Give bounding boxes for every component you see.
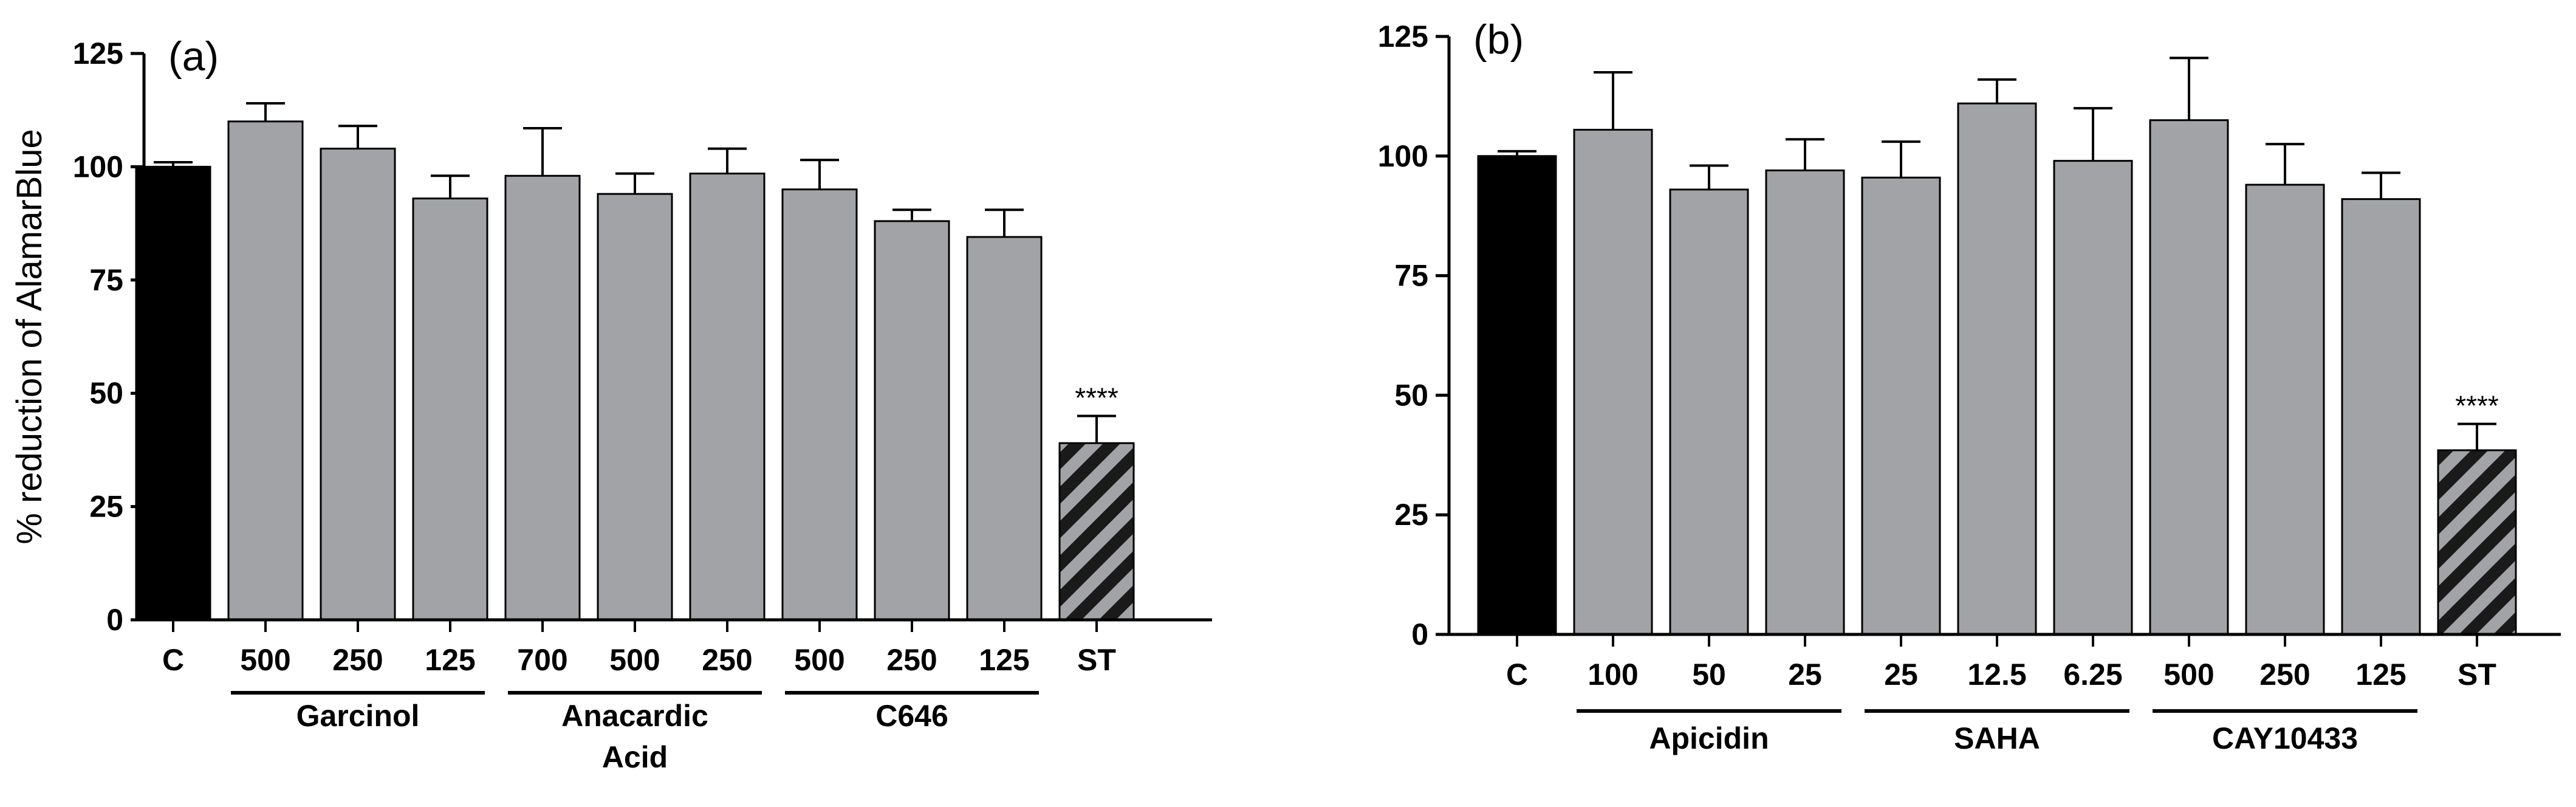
chart-panel-a: (a) % reduction of AlamarBlue 0 25 50 75 100 12… bbox=[10, 33, 1212, 774]
y-tick-label: 50 bbox=[1394, 378, 1428, 412]
group-label: Apicidin bbox=[1649, 721, 1769, 755]
bar bbox=[2245, 184, 2325, 636]
x-tick-label: 250 bbox=[2259, 658, 2310, 692]
x-tick-label: 250 bbox=[886, 643, 937, 677]
bar bbox=[689, 173, 766, 621]
bar bbox=[412, 197, 488, 621]
group-label: Acid bbox=[602, 740, 668, 774]
group-label: Anacardic bbox=[561, 699, 708, 733]
x-tick-label: 25 bbox=[1788, 658, 1822, 692]
x-tick-label: 500 bbox=[2163, 658, 2214, 692]
bar bbox=[597, 193, 673, 621]
y-tick-label: 100 bbox=[73, 149, 123, 184]
bar bbox=[966, 236, 1043, 621]
significance-marker: **** bbox=[2455, 390, 2499, 422]
group-label: SAHA bbox=[1954, 721, 2040, 755]
x-tick-label: ST bbox=[2458, 658, 2496, 692]
y-tick-label: 75 bbox=[89, 263, 123, 297]
bar bbox=[320, 148, 396, 621]
y-tick-label: 100 bbox=[1378, 139, 1428, 173]
y-tick-label: 0 bbox=[106, 603, 123, 637]
x-tick-label: 125 bbox=[979, 643, 1029, 677]
panel-label: (b) bbox=[1473, 16, 1524, 63]
x-tick-label: 25 bbox=[1884, 658, 1918, 692]
group-label: C646 bbox=[875, 699, 948, 733]
x-tick-label: 700 bbox=[517, 643, 567, 677]
x-tick-label: ST bbox=[1077, 643, 1116, 677]
x-tick-label: 250 bbox=[702, 643, 752, 677]
x-tick-label: 50 bbox=[1692, 658, 1726, 692]
bar bbox=[1957, 102, 2037, 636]
y-axis-title: % reduction of AlamarBlue bbox=[10, 129, 49, 544]
y-tick-label: 0 bbox=[1411, 617, 1428, 651]
x-tick-label: 6.25 bbox=[2063, 658, 2122, 692]
x-tick-label: 100 bbox=[1588, 658, 1638, 692]
x-tick-label: 12.5 bbox=[1967, 658, 2026, 692]
bar bbox=[504, 174, 581, 621]
bar bbox=[1861, 176, 1941, 636]
y-tick-label: 25 bbox=[89, 490, 123, 524]
y-tick-label: 25 bbox=[1394, 498, 1428, 532]
bar bbox=[2437, 449, 2517, 636]
x-tick-label: 125 bbox=[425, 643, 475, 677]
x-tick-label: 500 bbox=[609, 643, 660, 677]
group-label: CAY10433 bbox=[2212, 721, 2358, 755]
x-tick-label: 125 bbox=[2355, 658, 2406, 692]
bar bbox=[135, 165, 211, 621]
significance-marker: **** bbox=[1075, 382, 1118, 413]
bar bbox=[781, 188, 858, 621]
y-tick-label: 125 bbox=[73, 36, 123, 70]
y-tick-label: 50 bbox=[89, 376, 123, 410]
chart-panel-b: (b) 0 25 50 75 100 125 C 100 50 25 25 12.5 6.25 500 250… bbox=[1378, 16, 2561, 755]
panel-label: (a) bbox=[168, 33, 219, 80]
x-tick-label: 500 bbox=[240, 643, 290, 677]
bar bbox=[1669, 188, 1749, 636]
group-label: Garcinol bbox=[296, 699, 420, 733]
bar bbox=[1573, 129, 1653, 636]
x-tick-label: 250 bbox=[332, 643, 383, 677]
y-tick-label: 125 bbox=[1378, 19, 1428, 53]
y-tick-label: 75 bbox=[1394, 259, 1428, 293]
bar bbox=[874, 220, 950, 621]
bar bbox=[2053, 160, 2133, 636]
bar bbox=[1765, 169, 1845, 636]
bar bbox=[1477, 155, 1557, 636]
x-tick-label: C bbox=[1506, 658, 1528, 692]
bar bbox=[2341, 198, 2421, 636]
bar bbox=[227, 120, 304, 621]
bar bbox=[2149, 119, 2229, 636]
x-tick-label: 500 bbox=[794, 643, 844, 677]
x-tick-label: C bbox=[162, 643, 184, 677]
bar bbox=[1058, 442, 1135, 621]
